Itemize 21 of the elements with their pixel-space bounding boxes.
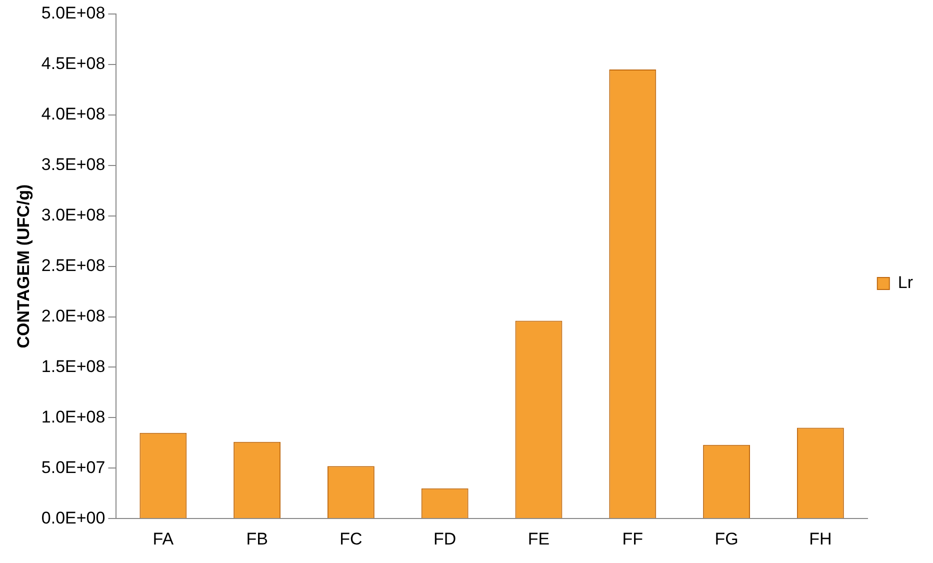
y-tick-label: 3.5E+08 [41, 155, 106, 174]
x-tick-label: FG [714, 529, 738, 548]
y-tick-label: 0.0E+00 [41, 508, 106, 528]
y-axis-title: CONTAGEM (UFC/g) [14, 184, 33, 348]
y-tick-label: 4.5E+08 [41, 54, 106, 74]
y-tick-label: 2.0E+08 [41, 306, 106, 326]
y-tick-label: 3.0E+08 [41, 206, 106, 225]
x-tick-label: FB [246, 529, 268, 548]
y-tick-label: 2.5E+08 [41, 256, 106, 275]
legend-label: Lr [898, 273, 914, 292]
x-tick-label: FH [809, 529, 832, 548]
y-tick-label: 1.0E+08 [41, 407, 106, 426]
y-tick-label: 4.0E+08 [41, 104, 106, 124]
y-tick-label: 5.0E+08 [41, 4, 106, 23]
x-tick-label: FF [622, 529, 644, 548]
y-tick-label: 5.0E+07 [41, 458, 106, 477]
x-tick-label: FD [434, 529, 456, 548]
y-tick-label: 1.5E+08 [41, 356, 106, 376]
x-tick-label: FE [528, 529, 550, 548]
x-tick-label: FA [152, 529, 174, 548]
x-tick-label: FC [340, 529, 362, 548]
